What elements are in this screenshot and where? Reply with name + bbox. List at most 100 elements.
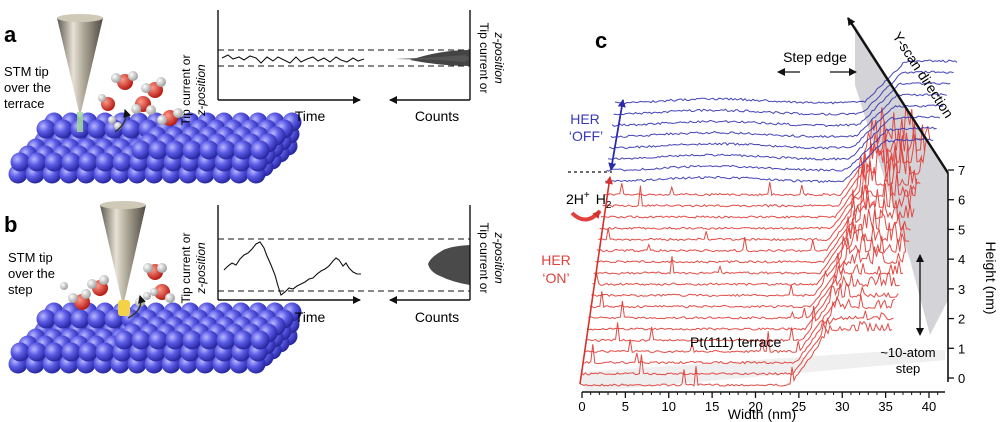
pt-atom [53, 309, 73, 329]
pt-atom [114, 330, 134, 350]
step-note-1: ~10-atom [880, 345, 935, 360]
pt-atom [148, 330, 168, 350]
panel-a: a STM tip over the terrace Tip current o… [4, 10, 506, 184]
signal-trace-b [223, 241, 361, 296]
her-on-label-2: ‘ON’ [542, 270, 569, 286]
line-profile-her-off [614, 59, 958, 105]
terrace-label: Pt(111) terrace [690, 334, 782, 350]
stm-tip-a [57, 14, 103, 132]
pt-atom [44, 152, 64, 172]
pt-atom [36, 119, 56, 139]
reaction-label: 2H+ H2 [566, 190, 612, 211]
pt-atom [87, 309, 107, 329]
counts-plot-b: Counts Tip current or z-position [389, 205, 506, 325]
line-profile-her-on [581, 310, 894, 376]
width-tick-label: 25 [792, 399, 806, 414]
pt-surface-terrace [8, 112, 302, 184]
tip-label-b-3: step [8, 282, 33, 297]
pt-atom [27, 152, 47, 172]
x-axis-label: Width (nm) [728, 406, 796, 422]
line-profile-her-on [596, 160, 918, 253]
height-tick-label: 3 [958, 282, 965, 297]
line-profile-her-on [595, 182, 916, 264]
her-off-label-2: ‘OFF’ [569, 128, 603, 144]
line-profile-her-on [598, 160, 921, 242]
pt-atom [131, 330, 151, 350]
line-profile-her-off [609, 104, 944, 150]
stm-tip-b [100, 201, 146, 316]
height-tick-label: 1 [958, 341, 965, 356]
x-label-time-b: Time [295, 309, 326, 325]
height-tick-label: 5 [958, 222, 965, 237]
panel-b-letter: b [4, 212, 17, 237]
width-tick-label: 35 [878, 399, 892, 414]
reaction-arrow [570, 209, 602, 222]
tip-label-b-1: STM tip [8, 250, 53, 265]
line-profile-her-off [610, 93, 947, 139]
width-tick-label: 10 [662, 399, 676, 414]
pt-atom [131, 140, 151, 160]
time-plot-b: Tip current or z-position Time [179, 205, 470, 325]
line-profile-her-on [586, 260, 904, 331]
line-profile-her-on [588, 246, 905, 320]
pt-atom [233, 330, 253, 350]
pt-atom [87, 119, 107, 139]
height-tick-label: 2 [958, 312, 965, 327]
width-tick-label: 20 [748, 399, 762, 414]
time-plot-a: Tip current or z-position Time [179, 10, 470, 125]
pt-atom [165, 330, 185, 350]
panel-c: c 0 5 10 15 20 25 30 35 40 0 1 2 3 4 5 6 7 Width (nm) H… [541, 17, 999, 422]
step-edge-label: Step edge [783, 49, 847, 65]
line-profile-her-on [591, 222, 910, 298]
width-tick-label: 5 [622, 399, 629, 414]
line-profile-her-on [599, 144, 923, 230]
line-profile-her-on [579, 320, 893, 387]
water-molecules-b [60, 263, 175, 319]
her-off-label-1: HER [570, 111, 600, 127]
pt-atom [250, 330, 270, 350]
height-ticks: 0 1 2 3 4 5 6 7 [948, 163, 965, 386]
step-note-2: step [896, 361, 921, 376]
floor-shade [580, 350, 945, 392]
tip-label-a-1: STM tip [4, 64, 49, 79]
tip-label-b-2: over the [8, 266, 55, 281]
tip-label-a-3: terrace [4, 96, 44, 111]
width-tick-label: 30 [835, 399, 849, 414]
panel-c-letter: c [595, 28, 607, 53]
panel-a-letter: a [4, 22, 17, 47]
line-profile-her-on [589, 233, 907, 309]
y-axis-right-a-1: Tip current or [477, 23, 491, 94]
panel-b: b STM tip over the step Tip current or z… [4, 201, 506, 374]
line-profile-her-on [602, 120, 927, 208]
y-axis-right-b-1: Tip current or [477, 223, 491, 294]
line-profile-her-on [582, 295, 896, 365]
line-profile-her-off [607, 115, 941, 161]
line-profile-her-off [613, 70, 954, 116]
line-profile-her-on [593, 186, 915, 275]
pt-atom [112, 152, 132, 172]
y-axis-label-a-2: z-position [194, 64, 208, 117]
x-label-time-a: Time [295, 108, 326, 124]
pt-atom [78, 342, 98, 362]
line-profile-her-on [583, 282, 899, 354]
stm-line-profiles [579, 59, 958, 387]
her-on-arrow [579, 176, 613, 385]
tip-label-a-2: over the [4, 80, 51, 95]
pt-atom [70, 309, 90, 329]
pt-atom [36, 309, 56, 329]
pt-atom [78, 152, 98, 172]
pt-atom [121, 119, 141, 139]
height-tick-label: 0 [958, 371, 965, 386]
width-tick-label: 0 [578, 399, 585, 414]
pt-atom [27, 342, 47, 362]
pt-atom [61, 152, 81, 172]
height-tick-label: 4 [958, 252, 965, 267]
width-tick-label: 40 [922, 399, 936, 414]
pt-atom [10, 342, 30, 362]
pt-atom [199, 330, 219, 350]
pt-atom [53, 119, 73, 139]
line-profile-her-off [606, 126, 937, 172]
y-axis-label-a-1: Tip current or [179, 55, 193, 126]
height-tick-label: 6 [958, 193, 965, 208]
